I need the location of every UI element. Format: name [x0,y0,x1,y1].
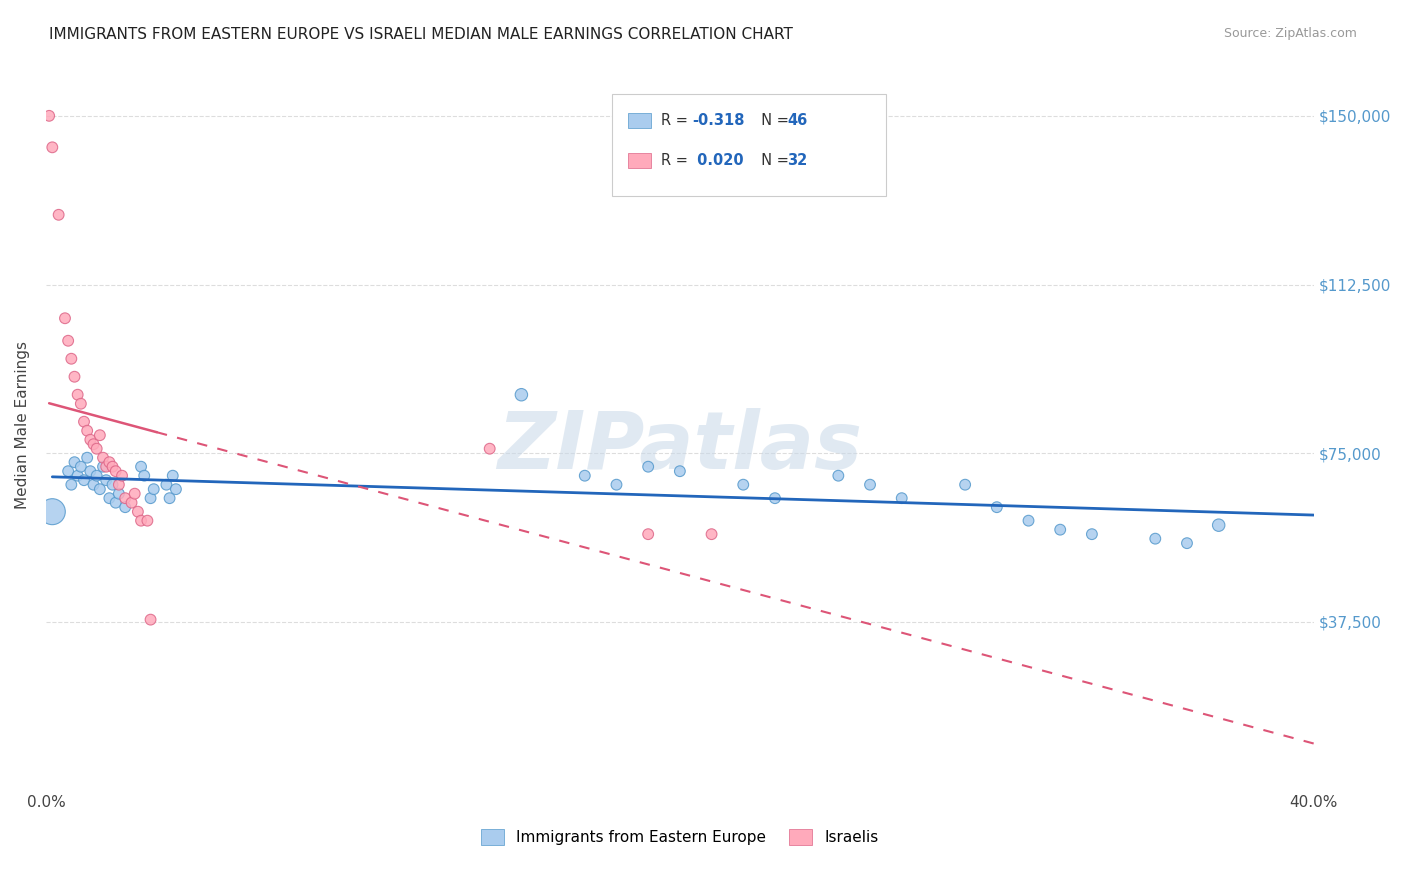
Point [827,468,849,483]
Point [121,496,143,510]
Point [66,468,89,483]
Point [108,477,131,491]
Point [127,505,149,519]
Point [60,351,83,366]
Point [101,459,124,474]
Text: N =: N = [752,153,794,168]
Point [139,613,162,627]
Point [83,437,105,451]
Point [478,442,501,456]
Point [574,468,596,483]
Point [134,468,156,483]
Point [98,491,121,506]
Point [1049,523,1071,537]
Point [41,505,63,519]
Point [63,455,86,469]
Point [733,477,755,491]
Point [129,459,152,474]
Point [159,491,181,506]
Point [763,491,786,506]
Point [859,477,882,491]
Text: IMMIGRANTS FROM EASTERN EUROPE VS ISRAELI MEDIAN MALE EARNINGS CORRELATION CHART: IMMIGRANTS FROM EASTERN EUROPE VS ISRAEL… [49,27,793,42]
Point [76,424,98,438]
Point [890,491,912,506]
Point [63,369,86,384]
Point [79,433,101,447]
Point [124,486,146,500]
Point [60,477,83,491]
Point [56,464,79,478]
Point [101,477,124,491]
Point [79,464,101,478]
Point [69,397,91,411]
Point [48,208,70,222]
Text: R =: R = [661,113,692,128]
Point [89,428,111,442]
Point [111,468,134,483]
Point [91,450,114,465]
Point [162,468,184,483]
Point [98,455,121,469]
Point [669,464,692,478]
Point [108,486,131,500]
Point [66,388,89,402]
Point [53,311,76,326]
Point [986,500,1008,515]
Point [96,473,118,487]
Point [104,464,127,478]
Text: ZIPatlas: ZIPatlas [498,408,862,486]
Point [165,482,187,496]
Point [1144,532,1167,546]
Text: R =: R = [661,153,692,168]
Point [1081,527,1104,541]
Point [96,459,118,474]
Point [510,388,533,402]
Point [41,140,63,154]
Point [142,482,165,496]
Legend: Immigrants from Eastern Europe, Israelis: Immigrants from Eastern Europe, Israelis [481,829,879,845]
Point [637,527,659,541]
Point [89,482,111,496]
Point [700,527,723,541]
Text: -0.318: -0.318 [692,113,744,128]
Point [1018,514,1040,528]
Point [86,442,108,456]
Point [139,491,162,506]
Point [605,477,627,491]
Point [114,491,136,506]
Text: Source: ZipAtlas.com: Source: ZipAtlas.com [1223,27,1357,40]
Point [73,415,96,429]
Point [69,459,91,474]
Point [129,514,152,528]
Point [155,477,177,491]
Point [38,109,60,123]
Text: 32: 32 [787,153,807,168]
Point [56,334,79,348]
Point [83,477,105,491]
Point [114,500,136,515]
Point [76,450,98,465]
Point [953,477,976,491]
Text: 0.020: 0.020 [692,153,744,168]
Point [86,468,108,483]
Y-axis label: Median Male Earnings: Median Male Earnings [15,341,30,509]
Point [104,496,127,510]
Point [136,514,159,528]
Point [1208,518,1230,533]
Point [73,473,96,487]
Text: 46: 46 [787,113,807,128]
Text: N =: N = [752,113,794,128]
Point [1175,536,1198,550]
Point [91,459,114,474]
Point [637,459,659,474]
